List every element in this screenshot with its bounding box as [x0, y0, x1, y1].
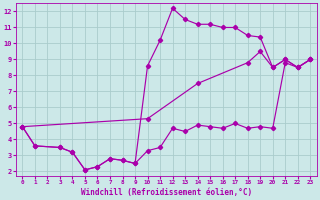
- X-axis label: Windchill (Refroidissement éolien,°C): Windchill (Refroidissement éolien,°C): [81, 188, 252, 197]
